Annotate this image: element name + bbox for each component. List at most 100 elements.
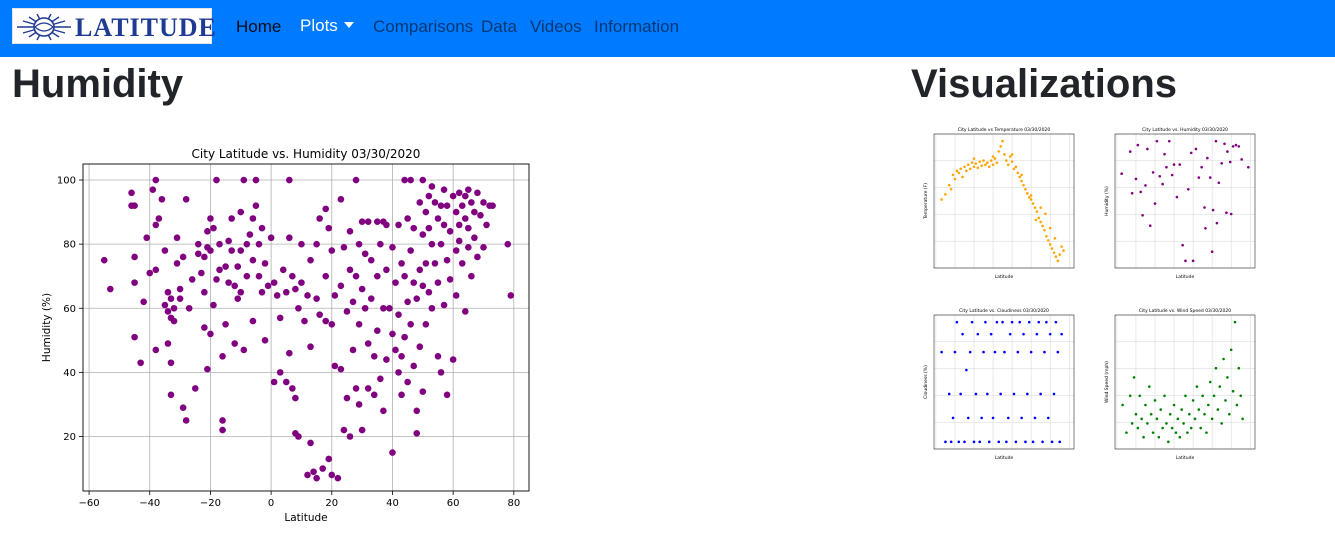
thumb-point <box>1191 399 1195 402</box>
thumb-point <box>1197 408 1201 411</box>
humidity-thumbnail[interactable]: City Latitude vs. Humidity 03/30/2020 Lat… <box>1103 124 1263 286</box>
thumb-point <box>968 167 972 171</box>
data-point <box>377 375 384 383</box>
data-point <box>179 253 187 261</box>
brand-logo[interactable]: LATITUDE <box>12 8 216 44</box>
temperature-thumbnail[interactable]: City Latitude vs Temperature 03/30/2020 L… <box>922 124 1082 286</box>
thumb-point <box>999 392 1002 396</box>
thumb-point <box>970 320 974 324</box>
thumb-point <box>1130 191 1134 195</box>
thumb-point <box>987 165 991 169</box>
y-tick-label: 60 <box>63 304 76 315</box>
data-point <box>346 228 354 235</box>
data-point <box>419 388 427 395</box>
thumb-point <box>1043 228 1046 232</box>
data-point <box>286 234 293 242</box>
y-tick-label: 100 <box>57 176 76 187</box>
nav-videos[interactable]: Videos <box>530 17 582 36</box>
data-point <box>434 279 442 286</box>
data-point <box>210 224 217 232</box>
data-point <box>246 231 254 238</box>
data-point <box>419 282 427 290</box>
data-point <box>389 449 396 456</box>
data-point <box>383 266 390 274</box>
data-point <box>310 468 317 476</box>
thumb-point <box>1008 332 1012 336</box>
thumb-point <box>1034 218 1038 222</box>
thumb-point <box>951 416 955 420</box>
thumb-point <box>1153 202 1157 205</box>
y-axis-label: Humidity (%) <box>41 293 53 362</box>
thumb-point <box>1161 426 1164 430</box>
thumb-point <box>1208 176 1212 179</box>
data-point <box>352 176 360 184</box>
data-point <box>410 279 418 286</box>
data-point <box>322 272 330 280</box>
thumb-point <box>1035 210 1039 214</box>
data-point <box>343 394 351 402</box>
thumb-point <box>1210 417 1214 421</box>
thumb-point <box>1212 394 1216 398</box>
thumb-point <box>1027 320 1031 324</box>
data-point <box>295 433 302 440</box>
thumb-point <box>1014 165 1018 169</box>
thumb-point <box>980 416 983 420</box>
data-point <box>201 324 208 331</box>
data-point <box>401 176 408 184</box>
data-point <box>474 189 481 197</box>
data-point <box>237 208 245 216</box>
nav-data[interactable]: Data <box>481 17 517 36</box>
thumb-point <box>1033 416 1037 420</box>
nav-information[interactable]: Information <box>594 17 680 36</box>
data-point <box>461 192 469 200</box>
thumb-point <box>1146 147 1149 151</box>
thumb-point <box>1197 176 1201 179</box>
thumb-point <box>1044 212 1047 216</box>
thumb-point <box>1029 350 1033 354</box>
thumb-point <box>1226 150 1229 153</box>
data-point <box>407 320 414 328</box>
thumb-point <box>1237 366 1241 370</box>
nav-plots-dropdown[interactable]: Plots <box>300 16 354 36</box>
data-point <box>258 288 266 296</box>
thumb-frame <box>933 133 1075 269</box>
wind-speed-thumbnail[interactable]: City Latitude vs. Wind Speed 03/30/2020 L… <box>1103 305 1263 467</box>
cloudiness-thumbnail[interactable]: City Latitude vs. Cloudiness 03/30/2020 L… <box>922 305 1082 467</box>
thumb-point <box>1214 139 1218 143</box>
sun-globe-icon <box>17 13 71 41</box>
thumb-point <box>1005 159 1008 162</box>
thumb-point <box>959 392 962 396</box>
data-point <box>398 353 405 360</box>
data-point <box>404 378 411 386</box>
thumb-point <box>1187 412 1191 416</box>
thumb-point <box>1226 376 1229 379</box>
data-point <box>240 346 248 354</box>
data-point <box>452 292 460 299</box>
thumb-point <box>949 440 953 444</box>
data-point <box>167 359 175 367</box>
data-point <box>304 471 311 479</box>
thumb-point <box>1239 394 1243 398</box>
chart-title: City Latitude vs. Humidity 03/30/2020 <box>192 147 421 161</box>
thumb-point <box>1031 202 1035 205</box>
data-point <box>182 417 190 424</box>
thumb-point <box>999 144 1002 148</box>
data-point <box>231 282 239 290</box>
data-point <box>443 202 451 209</box>
nav-comparisons[interactable]: Comparisons <box>373 17 474 36</box>
thumb-point <box>1241 417 1244 421</box>
thumb-point <box>1125 431 1128 434</box>
thumb-point <box>1231 145 1235 148</box>
thumb-point <box>951 173 955 177</box>
data-point <box>343 308 351 315</box>
data-point <box>483 221 490 229</box>
data-point <box>170 304 178 312</box>
nav-home[interactable]: Home <box>236 17 282 36</box>
data-point <box>292 285 299 293</box>
thumb-point <box>1170 426 1174 430</box>
thumb-point <box>1039 392 1042 396</box>
thumb-point <box>1001 320 1004 324</box>
thumb-point <box>1228 160 1232 164</box>
thumb-point <box>1136 143 1140 147</box>
thumb-point <box>1037 216 1041 220</box>
